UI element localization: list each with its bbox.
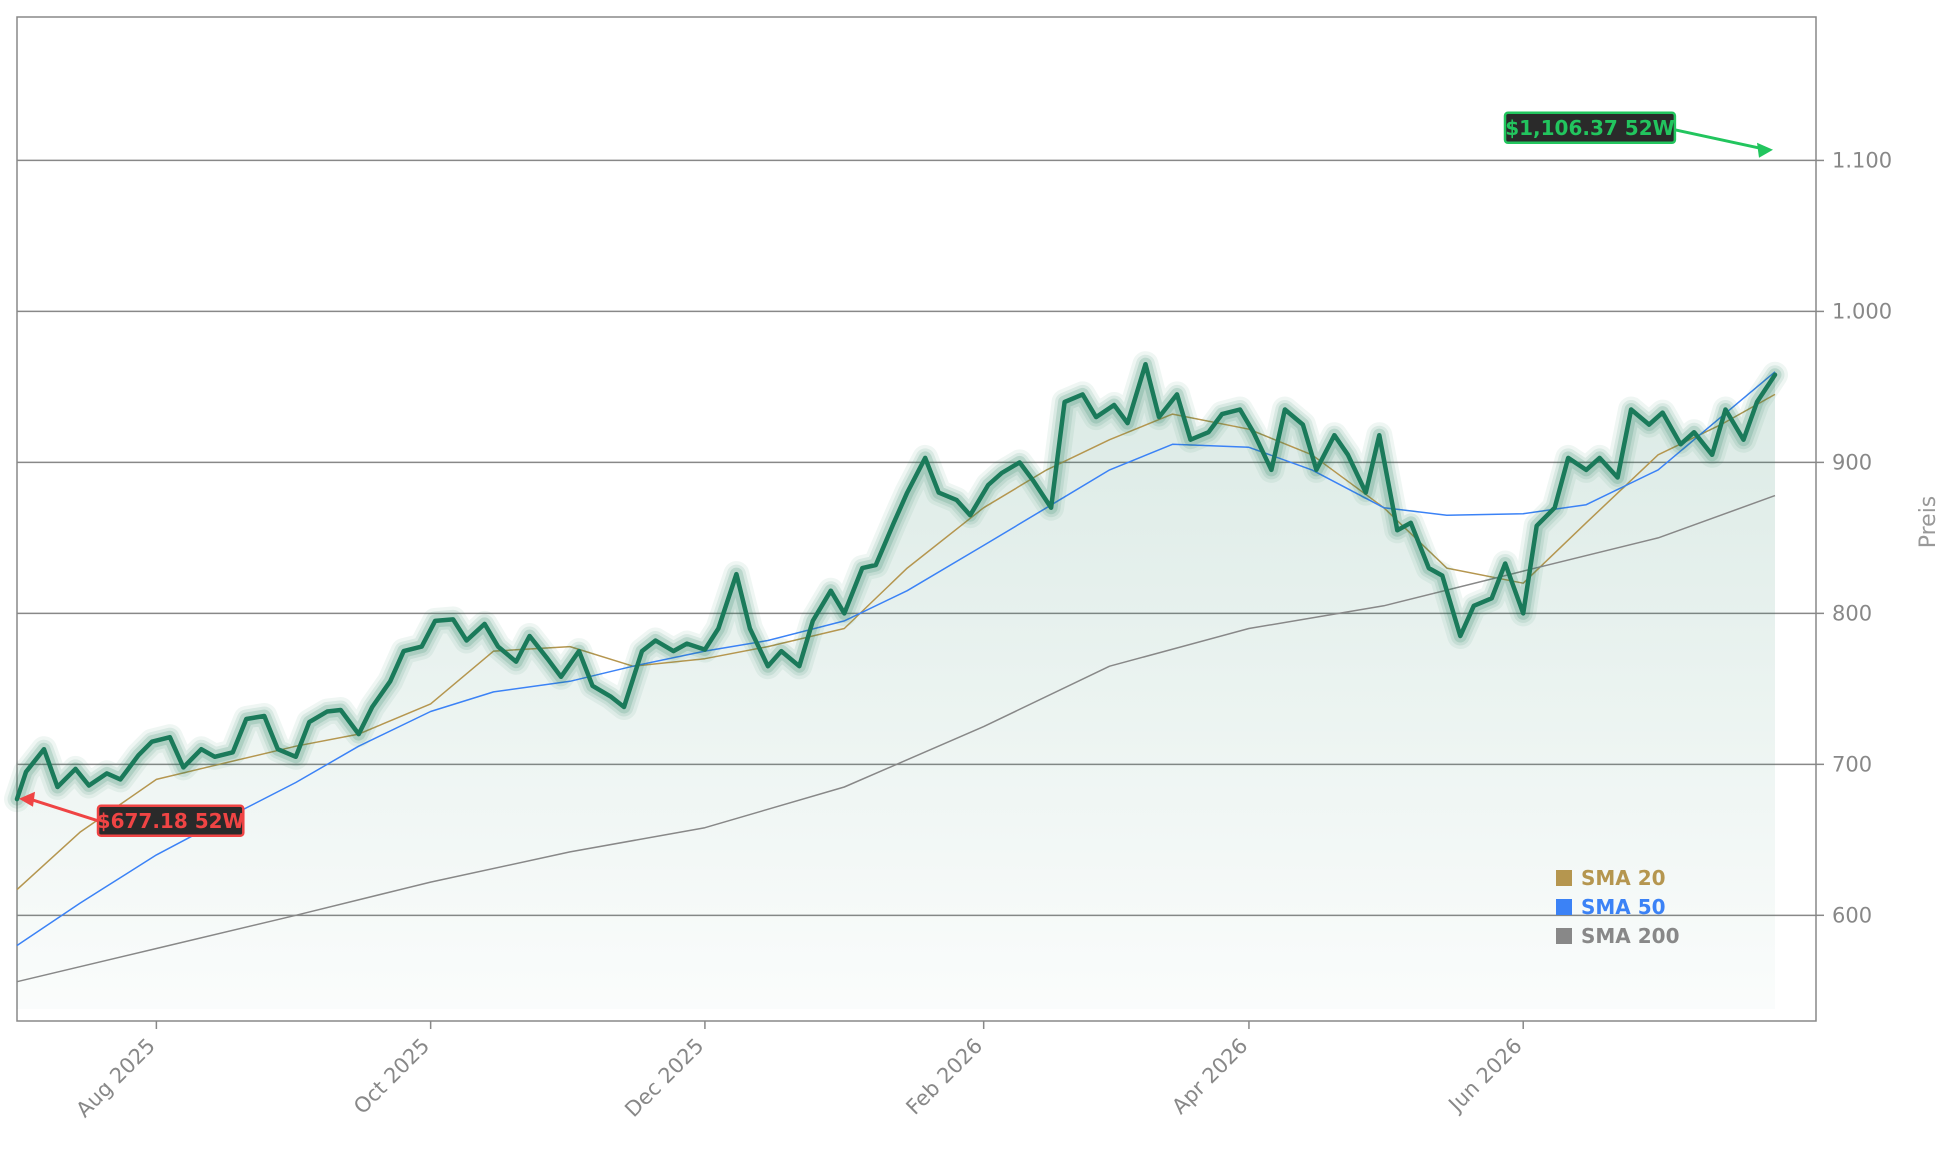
- x-tick-label: Aug 2025: [71, 1034, 159, 1122]
- x-tick-label: Oct 2025: [349, 1034, 434, 1119]
- y-tick-label: 1.100: [1832, 148, 1892, 172]
- x-tick-label: Feb 2026: [901, 1034, 987, 1120]
- annotation-arrowhead: [1757, 142, 1773, 158]
- annotations: $1,106.37 52W $677.18 52W: [19, 111, 1773, 838]
- annotation-box: [96, 804, 245, 838]
- price-area-fill: [17, 364, 1775, 1009]
- legend-swatch: [1556, 928, 1572, 944]
- y-tick-label: 700: [1832, 752, 1872, 776]
- legend-label: SMA 20: [1581, 866, 1666, 890]
- x-axis-ticks: Aug 2025 Oct 2025 Dec 2025 Feb 2026 Apr 2026…: [71, 1021, 1527, 1122]
- legend-label: SMA 200: [1581, 924, 1680, 948]
- price-line-group: [4, 351, 1788, 813]
- legend-swatch: [1556, 870, 1572, 886]
- legend: SMA 20 SMA 50 SMA 200: [1556, 866, 1680, 948]
- y-tick-label: 900: [1832, 450, 1872, 474]
- annotation-arrowhead: [19, 791, 35, 807]
- annotation-arrow: [28, 797, 99, 823]
- y-axis-ticks: 600 700 800 900 1.000 1.100: [1816, 148, 1892, 927]
- high-52w-label: $1,106.37 52W: [1505, 116, 1674, 140]
- x-tick-label: Dec 2025: [620, 1034, 708, 1122]
- price-line: [14, 361, 1778, 802]
- low-52w-label: $677.18 52W: [97, 809, 245, 833]
- price-area: [17, 364, 1775, 1009]
- y-tick-label: 1.000: [1832, 299, 1892, 323]
- legend-label: SMA 50: [1581, 895, 1666, 919]
- x-tick-label: Apr 2026: [1167, 1034, 1252, 1119]
- legend-swatch: [1556, 899, 1572, 915]
- y-tick-label: 800: [1832, 601, 1872, 625]
- y-axis-title: Preis: [1916, 496, 1941, 549]
- x-tick-label: Jun 2026: [1443, 1034, 1527, 1118]
- annotation-arrow: [1674, 128, 1764, 151]
- annotation-box: [1503, 111, 1677, 145]
- sma-50-line: [16, 371, 1776, 947]
- y-tick-label: 600: [1832, 903, 1872, 927]
